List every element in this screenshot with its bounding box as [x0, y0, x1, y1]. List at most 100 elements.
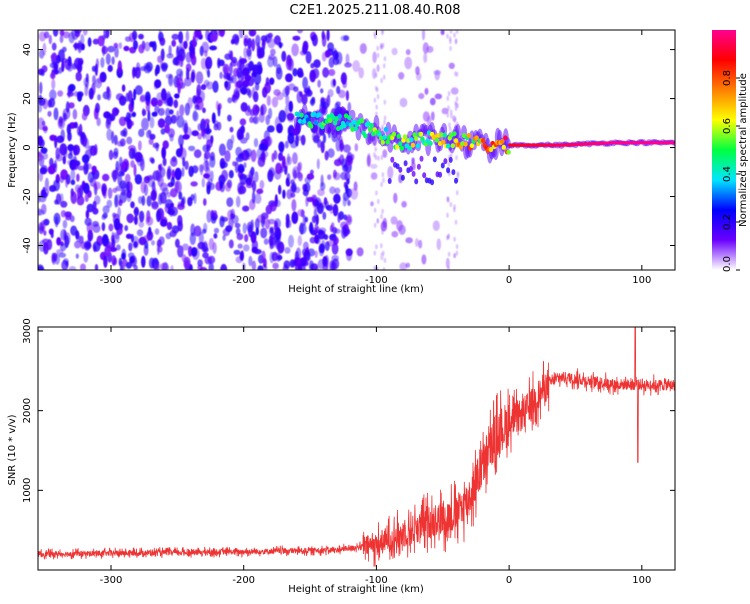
- noise-blob: [242, 222, 247, 234]
- noise-blob: [184, 160, 189, 170]
- noise-blob: [161, 146, 167, 159]
- noise-blob: [172, 57, 179, 66]
- noise-blob: [383, 56, 387, 62]
- noise-blob: [328, 56, 335, 68]
- noise-blob: [324, 241, 330, 252]
- noise-blob: [292, 152, 298, 165]
- noise-blob: [405, 237, 413, 244]
- colorbar-tick-label: 0.4: [722, 166, 733, 182]
- noise-blob: [292, 35, 301, 41]
- noise-blob: [71, 30, 79, 40]
- y-tick-label: 3000: [22, 318, 33, 343]
- noise-blob: [165, 107, 171, 118]
- noise-blob: [121, 84, 126, 92]
- track-core: [382, 135, 387, 140]
- noise-blob: [130, 120, 134, 127]
- noise-blob: [259, 180, 265, 190]
- noise-blob: [233, 88, 240, 101]
- noise-blob: [136, 62, 141, 72]
- track-branch: [395, 163, 400, 170]
- noise-blob: [421, 30, 426, 41]
- noise-blob: [213, 120, 219, 128]
- noise-blob: [101, 222, 106, 232]
- noise-blob: [111, 255, 117, 266]
- noise-blob: [237, 182, 244, 195]
- noise-blob: [218, 30, 225, 37]
- noise-blob: [154, 105, 160, 114]
- noise-blob: [74, 42, 78, 51]
- noise-blob: [113, 147, 119, 157]
- noise-blob: [391, 47, 398, 56]
- noise-blob: [264, 218, 271, 230]
- noise-blob: [126, 213, 134, 224]
- noise-blob: [38, 207, 42, 217]
- noise-blob: [152, 41, 157, 52]
- track-core: [466, 133, 471, 138]
- noise-blob: [110, 234, 115, 244]
- track-core: [351, 119, 357, 125]
- noise-blob: [226, 197, 234, 208]
- noise-blob: [331, 243, 339, 255]
- noise-blob: [160, 128, 166, 135]
- noise-blob: [376, 64, 380, 73]
- noise-blob: [291, 182, 297, 194]
- track-branch: [448, 156, 453, 163]
- track-core: [308, 123, 314, 129]
- noise-blob: [61, 259, 69, 270]
- noise-blob: [359, 43, 367, 54]
- noise-blob: [38, 265, 45, 270]
- noise-blob: [48, 34, 52, 45]
- noise-blob: [192, 110, 198, 121]
- noise-blob: [292, 166, 300, 179]
- noise-blob: [322, 67, 329, 78]
- noise-blob: [297, 71, 304, 78]
- noise-blob: [287, 83, 296, 91]
- noise-blob: [156, 92, 163, 102]
- track-core: [420, 136, 425, 142]
- noise-blob: [170, 176, 175, 187]
- track-core: [299, 112, 304, 118]
- noise-blob: [387, 166, 394, 179]
- noise-blob: [125, 233, 133, 239]
- noise-blob: [391, 230, 399, 238]
- track-core: [460, 141, 465, 147]
- noise-blob: [309, 236, 317, 244]
- noise-blob: [345, 184, 349, 194]
- noise-blob: [49, 62, 56, 69]
- noise-blob: [83, 77, 89, 87]
- noise-blob: [161, 93, 168, 104]
- noise-blob: [191, 130, 199, 137]
- noise-blob: [249, 31, 255, 37]
- noise-blob: [453, 117, 457, 123]
- noise-blob: [302, 40, 309, 52]
- noise-blob: [38, 171, 44, 182]
- noise-blob: [176, 77, 184, 90]
- noise-blob: [383, 99, 387, 105]
- noise-blob: [205, 30, 210, 41]
- track-core: [394, 144, 400, 150]
- noise-blob: [184, 76, 192, 87]
- noise-blob: [454, 106, 458, 111]
- noise-blob: [455, 155, 458, 161]
- noise-blob: [119, 138, 126, 147]
- noise-blob: [320, 174, 324, 187]
- noise-blob: [113, 42, 119, 49]
- track-branch: [408, 166, 413, 172]
- noise-blob: [286, 173, 291, 183]
- noise-blob: [126, 190, 132, 203]
- noise-blob: [285, 213, 290, 224]
- noise-blob: [88, 145, 94, 151]
- noise-blob: [134, 151, 143, 163]
- noise-blob: [198, 231, 204, 245]
- noise-blob: [42, 238, 50, 244]
- noise-blob: [254, 193, 262, 204]
- noise-blob: [106, 199, 113, 208]
- noise-blob: [376, 52, 380, 58]
- noise-blob: [197, 259, 203, 267]
- noise-blob: [51, 42, 57, 51]
- noise-blob: [261, 38, 266, 52]
- noise-blob: [245, 182, 254, 189]
- noise-blob: [311, 215, 317, 224]
- noise-blob: [38, 97, 46, 106]
- noise-blob: [51, 254, 57, 265]
